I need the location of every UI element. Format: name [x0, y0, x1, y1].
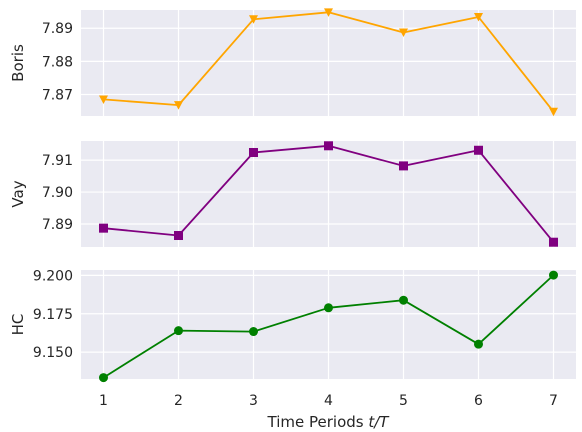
- data-point-marker: [99, 95, 108, 104]
- x-axis-label: Time Periods t/T: [267, 413, 391, 431]
- data-point-marker: [474, 145, 483, 155]
- data-point-marker: [549, 107, 558, 117]
- data-point-marker: [549, 270, 558, 280]
- panel-hc: 1 2 3 4 5 6 7 9.150 9.175 9.200 HC: [9, 268, 576, 409]
- y-tick-label: 9.200: [33, 268, 73, 284]
- y-tick-label: 9.175: [33, 307, 73, 323]
- x-axis-label-text: Time Periods: [267, 413, 369, 431]
- y-axis-label: Boris: [9, 44, 27, 82]
- data-point-marker: [399, 28, 408, 38]
- y-tick-label: 7.87: [42, 87, 73, 103]
- x-tick-label: 2: [174, 393, 183, 409]
- data-point-marker: [99, 223, 108, 233]
- data-point-marker: [174, 101, 183, 110]
- panel-vay: 7.89 7.90 7.91 Vay: [9, 141, 576, 247]
- data-point-marker: [324, 8, 333, 17]
- panel-boris: 7.87 7.88 7.89 Boris: [9, 8, 576, 117]
- data-point-marker: [324, 303, 333, 313]
- y-axis-label: HC: [9, 314, 27, 336]
- y-tick-label: 7.91: [42, 153, 73, 169]
- data-point-marker: [99, 373, 108, 383]
- y-tick-label: 7.88: [42, 54, 73, 70]
- x-tick-label: 3: [249, 393, 258, 409]
- data-point-marker: [399, 161, 408, 171]
- x-axis-label-variable: t/T: [368, 413, 390, 431]
- x-tick-label: 1: [99, 393, 108, 409]
- data-point-marker: [249, 15, 258, 24]
- y-tick-label: 7.89: [42, 217, 73, 233]
- x-tick-label: 6: [474, 393, 483, 409]
- y-tick-label: 7.89: [42, 21, 73, 37]
- data-point-marker: [474, 339, 483, 349]
- x-tick-label: 5: [399, 393, 408, 409]
- y-tick-label: 7.90: [42, 185, 73, 201]
- data-point-marker: [399, 295, 408, 305]
- data-point-marker: [249, 327, 258, 337]
- data-point-marker: [549, 237, 558, 247]
- chart-panels: 7.87 7.88 7.89 Boris 7.89 7.90 7.91 Vay 1 2 3 4 5 6 7 9…: [9, 8, 576, 409]
- data-point-marker: [474, 12, 483, 22]
- x-tick-label: 7: [549, 393, 558, 409]
- x-tick-label: 4: [324, 393, 333, 409]
- data-point-marker: [324, 141, 333, 151]
- data-point-marker: [249, 147, 258, 157]
- data-point-marker: [174, 326, 183, 336]
- data-point-marker: [174, 231, 183, 241]
- y-axis-label: Vay: [9, 180, 27, 207]
- y-tick-label: 9.150: [33, 345, 73, 361]
